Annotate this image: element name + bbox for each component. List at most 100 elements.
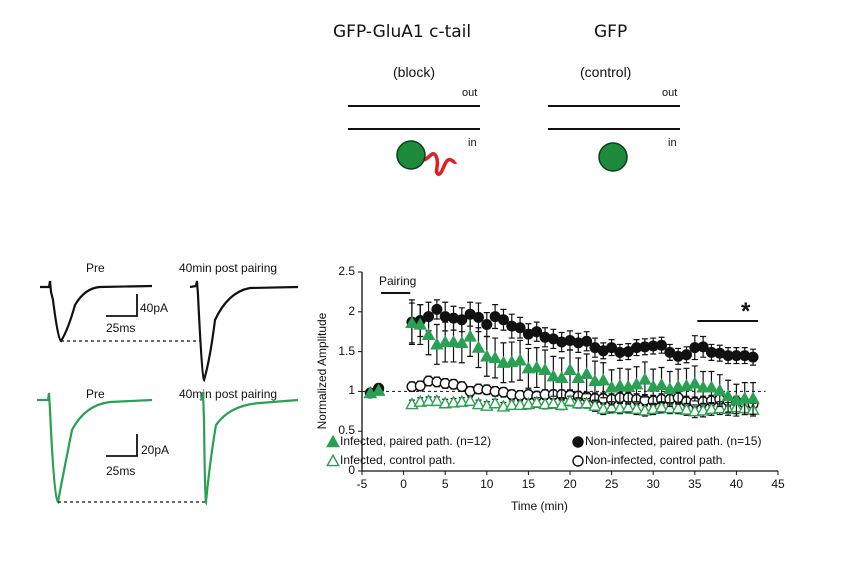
- y-tick-label: 2.5: [338, 264, 355, 278]
- black-post-trace: [189, 280, 299, 383]
- data-point-filled-circle: [656, 339, 668, 351]
- data-point-open-triangle: [613, 401, 627, 414]
- left-out-label: out: [462, 87, 478, 99]
- x-tick-label: 5: [441, 477, 449, 491]
- data-point-filled-circle: [497, 314, 509, 326]
- left-in-label: in: [468, 137, 477, 149]
- data-point-open-triangle: [629, 401, 644, 415]
- gfp-circle-right: [598, 142, 628, 172]
- data-point-filled-triangle: [721, 389, 735, 402]
- legend-entry-noninfected-control: Non-infected, control path.: [585, 453, 726, 467]
- data-point-filled-triangle: [579, 366, 594, 380]
- legend-marker-noninfected-control: [572, 455, 584, 467]
- data-point-open-triangle: [604, 400, 619, 413]
- data-point-filled-triangle: [521, 361, 536, 374]
- data-point-open-triangle: [579, 396, 594, 409]
- x-tick-label: 20: [563, 477, 577, 491]
- x-tick-label: -5: [356, 477, 368, 491]
- data-point-filled-triangle: [455, 335, 469, 348]
- black-pre-trace: [40, 280, 153, 343]
- data-point-open-triangle: [588, 398, 602, 411]
- data-point-filled-triangle: [671, 379, 685, 392]
- data-point-filled-triangle: [554, 370, 569, 383]
- green-scale-y: 20pA: [141, 443, 170, 457]
- data-point-filled-triangle: [696, 380, 710, 393]
- data-point-filled-circle: [606, 342, 618, 354]
- data-point-filled-circle: [514, 322, 526, 334]
- y-axis-label: Normalized Amplitude: [315, 312, 329, 430]
- data-point-filled-triangle: [371, 383, 386, 396]
- data-point-filled-triangle: [738, 391, 752, 404]
- data-point-filled-triangle: [688, 376, 702, 389]
- y-tick-label: 0.5: [338, 423, 355, 438]
- diagram-right-title: GFP: [594, 22, 628, 42]
- data-point-filled-circle: [747, 351, 759, 363]
- x-tick-label: 40: [729, 477, 744, 491]
- legend-marker-infected-paired: [326, 434, 340, 448]
- legend-entry-noninfected-paired: Non-infected, paired path. (n=15): [585, 434, 762, 448]
- data-point-filled-circle: [680, 349, 692, 361]
- data-point-filled-circle: [431, 303, 443, 315]
- black-post-label: 40min post pairing: [179, 261, 278, 275]
- data-point-open-triangle: [663, 401, 677, 414]
- legend-entry-infected-paired: Infected, paired path. (n=12): [340, 434, 492, 448]
- x-tick-label: 45: [771, 477, 785, 491]
- data-point-open-triangle: [421, 393, 436, 407]
- x-tick-label: 10: [480, 477, 494, 491]
- data-point-filled-triangle: [480, 349, 494, 362]
- data-point-filled-triangle: [513, 353, 527, 366]
- data-point-filled-triangle: [496, 355, 511, 368]
- data-point-open-triangle: [413, 394, 427, 407]
- data-point-open-triangle: [688, 404, 702, 417]
- data-point-filled-triangle: [654, 378, 669, 391]
- diagram-left-title: GFP-GluA1 c-tail: [333, 22, 472, 42]
- data-point-filled-triangle: [471, 340, 486, 353]
- right-out-label: out: [662, 87, 678, 99]
- x-tick-label: 15: [521, 477, 536, 491]
- green-scale-x: 25ms: [106, 464, 136, 478]
- diagram-left-subtitle: (block): [393, 64, 436, 80]
- green-pre-label: Pre: [86, 387, 105, 401]
- data-point-open-triangle: [438, 396, 452, 409]
- data-point-open-triangle: [530, 395, 544, 408]
- data-point-open-triangle: [546, 396, 561, 409]
- green-post-trace: [199, 391, 299, 506]
- data-point-filled-triangle: [488, 351, 502, 364]
- data-point-open-triangle: [704, 401, 719, 415]
- y-tick-label: 1.5: [338, 343, 355, 358]
- data-point-filled-triangle: [538, 362, 552, 376]
- data-point-filled-circle: [531, 326, 543, 338]
- data-point-open-triangle: [446, 395, 461, 408]
- data-point-filled-triangle: [588, 374, 602, 387]
- pairing-label: Pairing: [379, 274, 417, 288]
- data-point-filled-circle: [581, 335, 593, 347]
- data-point-filled-triangle: [704, 380, 719, 393]
- data-point-open-triangle: [471, 397, 486, 410]
- x-axis-label: Time (min): [511, 499, 568, 513]
- green-pre-trace: [37, 392, 153, 505]
- data-point-filled-triangle: [613, 378, 627, 391]
- data-point-open-triangle: [488, 396, 502, 409]
- right-in-label: in: [668, 137, 677, 149]
- data-point-open-triangle: [571, 396, 586, 409]
- x-tick-label: 30: [646, 477, 660, 491]
- green-scale-bar: [106, 434, 138, 457]
- data-point-open-triangle: [513, 397, 527, 411]
- data-point-open-triangle: [563, 393, 577, 407]
- x-tick-label: 25: [604, 477, 619, 491]
- x-tick-label: 0: [400, 477, 407, 491]
- data-point-filled-circle: [481, 319, 493, 331]
- data-point-filled-triangle: [413, 317, 427, 330]
- data-point-filled-triangle: [463, 329, 477, 342]
- data-point-filled-circle: [697, 341, 709, 353]
- y-tick-label: 1: [348, 383, 355, 398]
- ctail-squiggle: [423, 152, 458, 176]
- black-scale-x: 25ms: [106, 321, 136, 335]
- data-point-filled-triangle: [438, 335, 452, 348]
- data-point-filled-triangle: [546, 369, 561, 382]
- data-point-open-triangle: [621, 400, 635, 413]
- data-point-open-triangle: [671, 401, 685, 414]
- data-point-filled-triangle: [563, 362, 577, 376]
